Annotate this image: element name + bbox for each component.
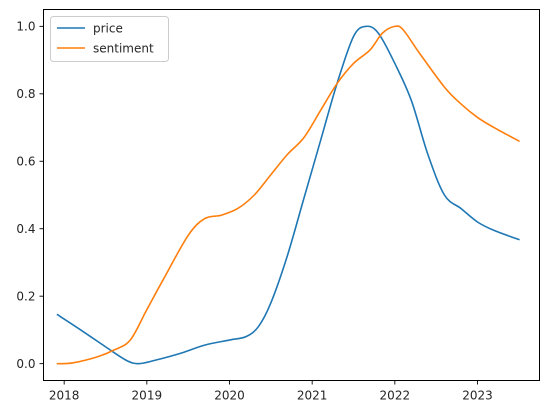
y-tick-label: 1.0 <box>16 20 35 34</box>
y-axis: 0.0 0.2 0.4 0.6 0.8 1.0 <box>16 20 44 371</box>
y-tick-label: 0.0 <box>16 357 35 371</box>
x-tick-label: 2020 <box>214 389 245 403</box>
x-tick-label: 2018 <box>49 389 80 403</box>
y-tick-label: 0.2 <box>16 289 35 303</box>
series-layer <box>56 25 520 365</box>
series-line-sentiment <box>56 25 520 365</box>
legend: price sentiment <box>50 16 169 62</box>
plot-frame <box>43 9 540 381</box>
x-axis: 2018 2019 2020 2021 2022 2023 <box>49 380 493 403</box>
x-tick-label: 2023 <box>462 389 493 403</box>
x-tick-label: 2021 <box>297 389 328 403</box>
y-tick-label: 0.4 <box>16 222 35 236</box>
series-line-price <box>56 25 520 365</box>
x-tick-label: 2022 <box>380 389 411 403</box>
x-tick-label: 2019 <box>132 389 163 403</box>
legend-label-sentiment: sentiment <box>93 41 154 55</box>
y-tick-label: 0.8 <box>16 87 35 101</box>
legend-label-price: price <box>93 21 123 35</box>
y-tick-label: 0.6 <box>16 155 35 169</box>
